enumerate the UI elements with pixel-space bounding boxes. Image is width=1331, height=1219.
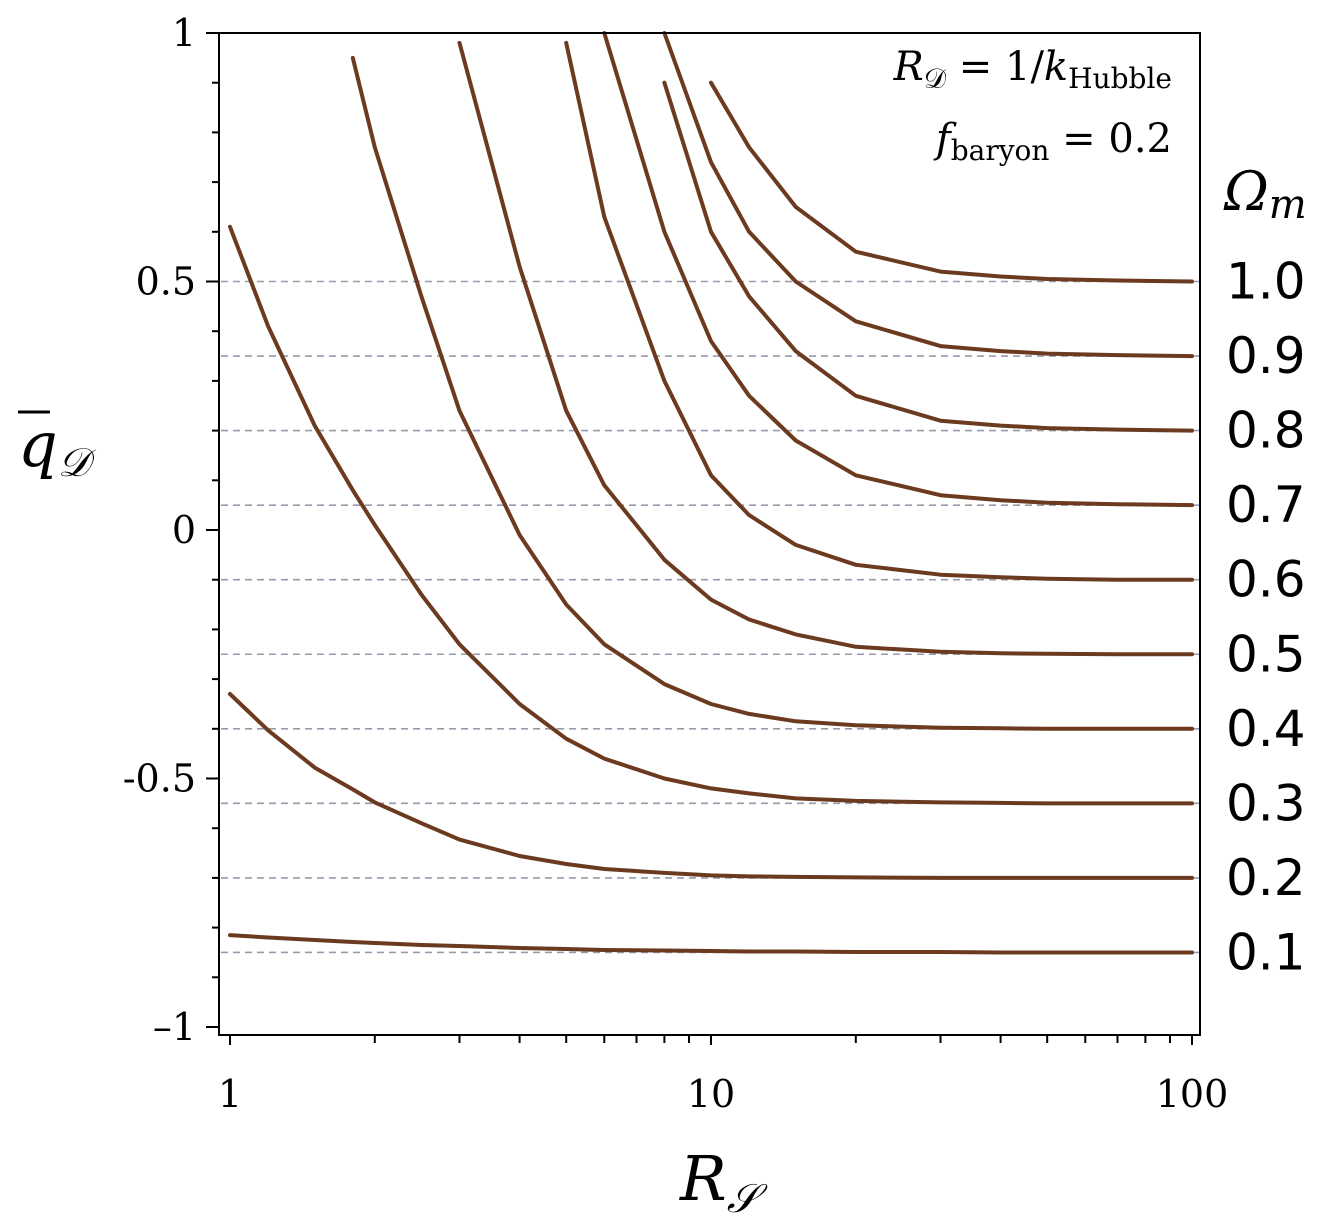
series-line-0.5: [457, 40, 1194, 657]
series-label-0.2: 0.2: [1226, 849, 1306, 907]
x-tick-label-1: 1: [218, 1072, 242, 1116]
series-label-0.5: 0.5: [1226, 625, 1306, 683]
series-line-0.3: [228, 224, 1194, 806]
y-tick-label-0: 1: [172, 11, 196, 55]
y-tick-label-2: 0: [172, 508, 196, 552]
series-label-0.7: 0.7: [1226, 476, 1306, 534]
series-label-0.8: 0.8: [1226, 402, 1306, 460]
series-label-0.6: 0.6: [1226, 551, 1306, 609]
x-tick-label-10: 10: [687, 1072, 735, 1116]
y-tick-label-1: 0.5: [136, 260, 196, 304]
x-axis-title: R𝒮: [679, 1142, 768, 1219]
axis-ticks: [206, 32, 1193, 1045]
tick-labels: 1 10 100 1 0.5 0 -0.5 –1: [123, 11, 1229, 1116]
series-line-0.1: [228, 933, 1194, 955]
series-line-0.2: [228, 692, 1194, 880]
legend-title: Ωm: [1223, 160, 1307, 228]
series-labels: 0.1 0.2 0.3 0.4 0.5 0.6 0.7 0.8 0.9 1.0: [1226, 253, 1306, 982]
series-line-1.0: [709, 80, 1194, 284]
x-tick-label-100: 100: [1156, 1072, 1229, 1116]
series-line-0.8: [662, 80, 1194, 433]
y-tick-label-3: -0.5: [123, 757, 196, 801]
series-line-0.6: [564, 40, 1194, 582]
series-label-1.0: 1.0: [1226, 253, 1306, 311]
series-line-0.7: [602, 31, 1194, 508]
reference-lines: [221, 280, 1199, 954]
series-line-0.4: [350, 55, 1194, 731]
series-line-0.9: [662, 31, 1194, 359]
series-label-0.1: 0.1: [1226, 923, 1306, 981]
annotation-line-2: fbaryon = 0.2: [933, 116, 1172, 167]
series-curves: [228, 31, 1194, 955]
y-axis-title: q𝒟: [18, 408, 97, 486]
annotation-line-1: R𝒟 = 1/kHubble: [893, 44, 1172, 95]
y-tick-label-4: –1: [153, 1005, 196, 1049]
series-label-0.9: 0.9: [1226, 327, 1306, 385]
series-label-0.3: 0.3: [1226, 774, 1306, 832]
series-label-0.4: 0.4: [1226, 700, 1306, 758]
plot-frame: [218, 32, 1201, 1036]
